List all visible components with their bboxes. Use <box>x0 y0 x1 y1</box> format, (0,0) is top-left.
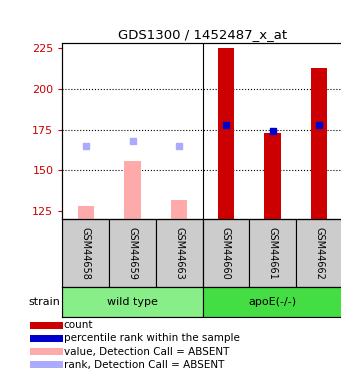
Text: strain: strain <box>28 297 60 307</box>
Bar <box>296 219 341 287</box>
Bar <box>30 361 63 369</box>
Text: wild type: wild type <box>107 297 158 307</box>
Bar <box>203 219 249 287</box>
Bar <box>30 334 63 342</box>
Bar <box>203 287 341 317</box>
Title: GDS1300 / 1452487_x_at: GDS1300 / 1452487_x_at <box>118 28 287 40</box>
Bar <box>62 287 203 317</box>
Text: GSM44663: GSM44663 <box>174 227 184 279</box>
Text: GSM44662: GSM44662 <box>314 226 324 280</box>
Bar <box>264 133 281 219</box>
Bar <box>311 68 327 219</box>
Text: GSM44661: GSM44661 <box>268 227 278 279</box>
Text: value, Detection Call = ABSENT: value, Detection Call = ABSENT <box>63 346 229 357</box>
Text: GSM44659: GSM44659 <box>128 226 137 280</box>
Text: count: count <box>63 320 93 330</box>
Bar <box>249 219 296 287</box>
Bar <box>109 219 156 287</box>
Bar <box>30 348 63 355</box>
Bar <box>156 219 203 287</box>
Text: rank, Detection Call = ABSENT: rank, Detection Call = ABSENT <box>63 360 224 370</box>
Bar <box>124 160 141 219</box>
Text: GSM44658: GSM44658 <box>81 226 91 280</box>
Text: GSM44660: GSM44660 <box>221 227 231 279</box>
Text: percentile rank within the sample: percentile rank within the sample <box>63 333 239 344</box>
Bar <box>171 200 187 219</box>
Text: apoE(-/-): apoE(-/-) <box>249 297 297 307</box>
Bar <box>30 321 63 329</box>
Bar <box>78 206 94 219</box>
Bar <box>62 219 109 287</box>
Bar <box>218 48 234 219</box>
